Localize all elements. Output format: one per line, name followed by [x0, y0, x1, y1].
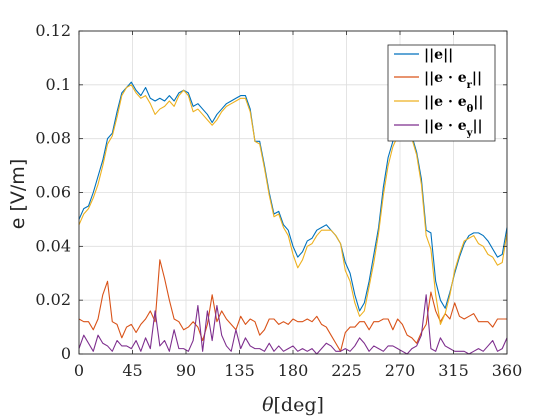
y-tick-label: 0.04 [35, 236, 71, 255]
x-tick-labels: 0 45 90 135 180 225 270 315 360 [74, 361, 522, 380]
legend: ||e|| ||e · er|| ||e · eθ|| ||e · ey|| [387, 44, 496, 142]
legend-label-4: ||e · ey|| [424, 118, 483, 139]
x-axis-label: θ[deg] [262, 394, 324, 416]
x-tick-label: 135 [224, 361, 255, 380]
x-axis-label-symbol: θ [262, 394, 274, 416]
series-line-3 [78, 84, 508, 325]
x-tick-label: 45 [122, 361, 142, 380]
y-tick-label: 0.06 [35, 183, 71, 202]
legend-label-2: ||e · er|| [424, 70, 482, 91]
legend-label-3: ||e · eθ|| [424, 94, 483, 115]
series-line-2 [78, 259, 507, 352]
axes [78, 30, 508, 355]
x-tick-label: 270 [385, 361, 416, 380]
series-line-4 [78, 294, 508, 355]
legend-label-1: ||e|| [424, 47, 453, 63]
x-tick-label: 90 [176, 361, 196, 380]
series-lines [78, 81, 508, 355]
series-line-1 [78, 81, 508, 312]
y-axis-label: e [V/m] [7, 159, 29, 229]
y-tick-label: 0.1 [46, 75, 71, 94]
y-tick-label: 0 [61, 344, 71, 363]
y-tick-label: 0.12 [35, 21, 71, 40]
x-tick-label: 180 [278, 361, 309, 380]
x-tick-label: 315 [438, 361, 469, 380]
x-axis-label-unit: [deg] [274, 394, 324, 416]
y-tick-label: 0.08 [35, 129, 71, 148]
x-tick-label: 0 [74, 361, 84, 380]
x-tick-label: 360 [492, 361, 523, 380]
y-tick-label: 0.02 [35, 290, 71, 309]
y-tick-labels: 0 0.02 0.04 0.06 0.08 0.1 0.12 [35, 21, 71, 363]
x-tick-label: 225 [331, 361, 362, 380]
